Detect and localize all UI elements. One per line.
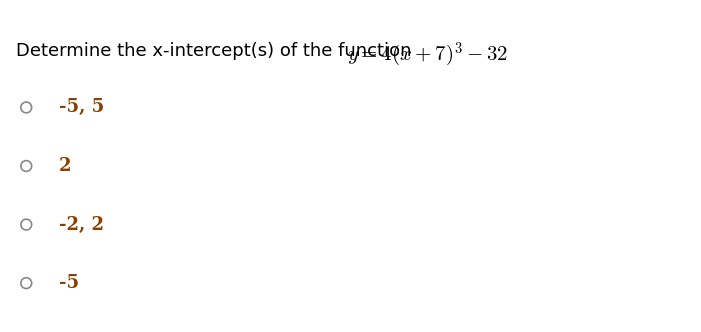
Text: $y = 4(x + 7)^3 - 32$: $y = 4(x + 7)^3 - 32$ xyxy=(347,41,508,69)
Text: 2: 2 xyxy=(58,157,71,175)
Text: -5, 5: -5, 5 xyxy=(58,98,104,117)
Text: -5: -5 xyxy=(58,274,79,292)
Text: -2, 2: -2, 2 xyxy=(58,215,104,234)
Text: Determine the x-intercept(s) of the function: Determine the x-intercept(s) of the func… xyxy=(16,42,411,60)
